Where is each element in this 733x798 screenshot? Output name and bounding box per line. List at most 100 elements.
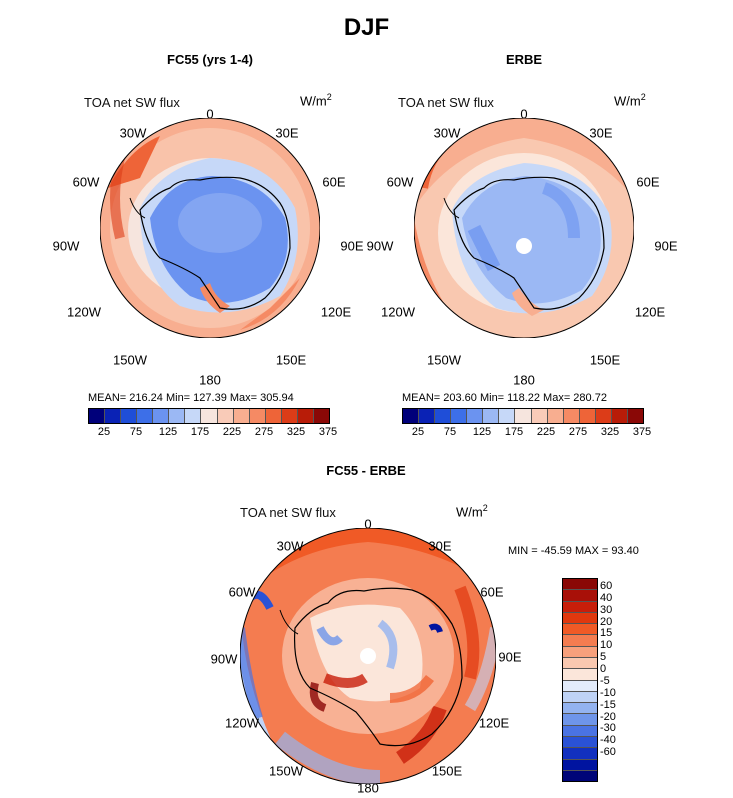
colorbar-swatch	[121, 409, 138, 423]
colorbar-swatch	[563, 680, 597, 692]
colorbar-swatch	[265, 409, 282, 423]
colorbar-swatch	[419, 409, 436, 423]
colorbar-tick-label: 125	[158, 426, 178, 438]
colorbar-labels-erbe: 25 75 125 175 225 275 325 375	[402, 426, 651, 440]
colorbar-tick-label: -10	[600, 686, 616, 699]
lon-label: 120W	[67, 304, 101, 320]
colorbar-swatch	[403, 409, 420, 423]
colorbar-tick-label: 0	[600, 663, 607, 676]
colorbar-swatch	[297, 409, 314, 423]
colorbar-swatch	[563, 736, 597, 749]
lon-label: 0	[520, 106, 528, 122]
colorbar-fc55	[88, 408, 330, 424]
lon-label: 90E	[340, 238, 364, 254]
colorbar-labels-diff: 60 40 30 20 15 10 5 0 -5 -10 -15 -20 -30 -40 -60	[600, 578, 640, 780]
colorbar-tick-label: 40	[600, 591, 613, 604]
colorbar-swatch	[499, 409, 516, 423]
colorbar-swatch	[563, 748, 597, 760]
colorbar-swatch	[563, 669, 597, 681]
colorbar-swatch	[563, 646, 597, 658]
colorbar-tick-label: 125	[472, 426, 492, 438]
colorbar-tick-label: 60	[600, 579, 613, 592]
colorbar-swatch	[153, 409, 170, 423]
colorbar-swatch	[281, 409, 298, 423]
lon-label: 30E	[428, 538, 452, 554]
lon-label: 90W	[210, 651, 238, 667]
colorbar-swatch	[579, 409, 596, 423]
lon-label: 90E	[498, 649, 522, 665]
colorbar-swatch	[137, 409, 154, 423]
lon-label: 150E	[589, 352, 621, 368]
lon-label: 120E	[478, 715, 510, 731]
colorbar-erbe	[402, 408, 644, 424]
variable-label-diff: TOA net SW flux	[240, 505, 336, 520]
colorbar-diff	[562, 578, 598, 782]
colorbar-tick-label: 225	[536, 426, 556, 438]
colorbar-swatch	[105, 409, 122, 423]
colorbar-swatch	[249, 409, 266, 423]
colorbar-tick-label: -15	[600, 698, 616, 711]
lon-label: 30W	[119, 125, 147, 141]
colorbar-swatch	[563, 601, 597, 613]
lon-label: 60E	[322, 174, 346, 190]
lon-label: 120W	[381, 304, 415, 320]
colorbar-swatch	[563, 703, 597, 715]
lon-label: 120E	[634, 304, 666, 320]
map-fc55: 0 30E 60E 90E 120E 150E 180 150W 120W 90…	[53, 107, 364, 388]
colorbar-swatch	[515, 409, 532, 423]
colorbar-swatch	[313, 409, 329, 423]
colorbar-swatch	[467, 409, 484, 423]
polar-map-fc55	[100, 118, 320, 338]
colorbar-tick-label: 275	[254, 426, 274, 438]
lon-label: 0	[364, 516, 372, 532]
lon-label: 150E	[275, 352, 307, 368]
colorbar-swatch	[563, 579, 597, 591]
colorbar-tick-label: 225	[222, 426, 242, 438]
lon-label: 30E	[275, 125, 299, 141]
colorbar-swatch	[185, 409, 202, 423]
colorbar-tick-label: -30	[600, 722, 616, 735]
colorbar-tick-label: 20	[600, 615, 613, 628]
colorbar-swatch	[233, 409, 250, 423]
colorbar-swatch	[563, 759, 597, 771]
colorbar-labels-fc55: 25 75 125 175 225 275 325 375	[88, 426, 337, 440]
lon-label: 30W	[276, 538, 304, 554]
colorbar-swatch	[201, 409, 218, 423]
colorbar-swatch	[563, 624, 597, 636]
colorbar-tick-label: 375	[318, 426, 338, 438]
colorbar-swatch	[563, 657, 597, 670]
figure-title: DJF	[343, 14, 390, 41]
colorbar-tick-label: 25	[97, 426, 111, 438]
lon-label: 60E	[636, 174, 660, 190]
unit-label-diff: W/m2	[456, 503, 488, 520]
lon-label: 60W	[72, 174, 100, 190]
unit-label-fc55: W/m2	[300, 92, 332, 109]
colorbar-swatch	[595, 409, 612, 423]
lon-label: 90W	[52, 238, 80, 254]
lon-label: 150W	[427, 352, 461, 368]
colorbar-swatch	[563, 409, 580, 423]
lon-label: 0	[206, 106, 214, 122]
stats-diff: MIN = -45.59 MAX = 93.40	[508, 545, 639, 557]
colorbar-swatch	[627, 409, 643, 423]
lon-label: 150W	[113, 352, 147, 368]
lon-label: 180	[199, 372, 221, 388]
colorbar-tick-label: 25	[411, 426, 425, 438]
stats-fc55: MEAN= 216.24 Min= 127.39 Max= 305.94	[88, 392, 294, 404]
polar-map-diff	[240, 528, 496, 784]
colorbar-tick-label: 275	[568, 426, 588, 438]
colorbar-tick-label: 15	[600, 627, 613, 640]
colorbar-tick-label: -40	[600, 734, 616, 747]
map-diff: 0 30E 60E 90E 120E 150E 180 150W 120W 90…	[211, 517, 522, 796]
colorbar-swatch	[563, 635, 597, 647]
colorbar-swatch	[563, 590, 597, 602]
colorbar-swatch	[611, 409, 628, 423]
colorbar-swatch	[169, 409, 186, 423]
colorbar-tick-label: -60	[600, 746, 616, 759]
colorbar-swatch	[89, 409, 106, 423]
lon-label: 120W	[225, 715, 259, 731]
map-erbe: 0 30E 60E 90E 120E 150E 180 150W 120W 90…	[367, 107, 678, 388]
colorbar-swatch	[451, 409, 468, 423]
panel-title-erbe: ERBE	[505, 52, 543, 67]
colorbar-tick-label: -20	[600, 710, 616, 723]
